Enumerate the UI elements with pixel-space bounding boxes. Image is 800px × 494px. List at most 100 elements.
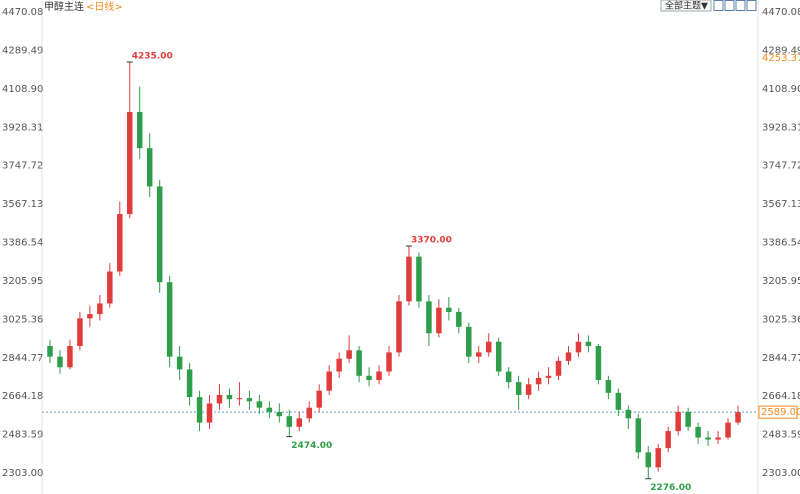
candle-body (166, 282, 173, 357)
candle-body (236, 398, 243, 400)
theme-button[interactable] (660, 0, 712, 12)
y-tick-label: 2844.77 (2, 353, 43, 364)
candle-body (47, 346, 53, 357)
candle-body (107, 271, 113, 304)
y-tick-label: 3025.36 (2, 314, 43, 325)
y-tick-label: 3747.72 (2, 161, 43, 172)
icon[interactable] (724, 0, 735, 11)
period-label: <日线> (86, 0, 123, 13)
candle-body (485, 341, 492, 353)
candle-body (645, 452, 652, 468)
candle-body (565, 352, 572, 361)
candle-body (146, 148, 153, 187)
candle-body (625, 409, 632, 419)
candle-body (306, 407, 312, 419)
y-tick-label: 3567.13 (2, 199, 43, 210)
annotation-label: 2276.00 (650, 483, 691, 493)
candle-body (276, 411, 283, 417)
candle-body (505, 371, 512, 383)
chart-title: 甲醇主连 (44, 0, 84, 13)
icon[interactable] (735, 0, 746, 11)
candle-body (595, 346, 602, 381)
candle-body (136, 111, 143, 149)
y-tick-label: 4470.08 (2, 7, 43, 18)
candle-body (206, 403, 213, 423)
candle-body (585, 341, 592, 347)
candle-body (196, 397, 203, 423)
y-tick-label: 2303.00 (2, 468, 43, 479)
candle-body (127, 111, 133, 215)
candle-body (695, 426, 701, 438)
candle-body (286, 416, 293, 427)
y2-tick-label: 3747.72 (762, 161, 800, 172)
annotation-label: 3370.00 (411, 236, 452, 246)
candle-body (67, 346, 73, 368)
y-tick-label: 4108.90 (2, 84, 43, 95)
toolbar-icons (713, 0, 757, 11)
y-tick-label: 3386.54 (2, 238, 43, 249)
y-tick-label: 4289.49 (2, 45, 43, 56)
candle-body (515, 382, 522, 395)
candle-body (156, 186, 163, 283)
y2-tick-label: 3928.31 (762, 122, 800, 133)
y2-tick-label: 2844.77 (762, 353, 800, 364)
y2-tick-label: 3205.95 (762, 276, 800, 287)
y2-tick-label: 3386.54 (762, 238, 800, 249)
candle-body (466, 326, 472, 357)
y2-tick-label: 2303.00 (762, 468, 800, 479)
candle-body (356, 350, 362, 376)
candle-body (386, 352, 392, 372)
candle-body (725, 422, 731, 438)
candle-body (396, 301, 402, 353)
candle-body (555, 360, 562, 376)
candle-body (545, 375, 552, 378)
candle-body (346, 350, 352, 359)
candle-body (176, 356, 183, 370)
y2-tick-label: 2483.59 (762, 430, 800, 441)
candle-body (436, 307, 442, 334)
candle-body (575, 341, 582, 353)
candle-body (266, 407, 273, 412)
y2-tick-label: 3025.36 (762, 314, 800, 325)
candle-body (87, 314, 93, 319)
candle-body (366, 375, 372, 381)
y-tick-label: 3205.95 (2, 276, 43, 287)
candle-body (246, 398, 253, 402)
candle-body (705, 437, 711, 440)
icon[interactable] (746, 0, 757, 11)
y2-tick-label: 4289.49 (762, 45, 800, 56)
candle-body (495, 341, 502, 372)
candle-body (226, 394, 233, 400)
candle-body (77, 318, 83, 347)
candle-body (715, 437, 721, 440)
last-price-label: 2589.00 (761, 407, 800, 418)
candle-body (336, 358, 342, 372)
candle-body (376, 371, 382, 381)
candle-body (416, 256, 422, 302)
y-tick-label: 3928.31 (2, 122, 43, 133)
candle-body (97, 303, 103, 315)
candle-body (446, 307, 452, 312)
candle-body (476, 352, 482, 357)
candle-body (655, 448, 661, 468)
candle-body (635, 418, 642, 453)
theme-button-label[interactable]: 全部主题▼ (665, 0, 708, 12)
y2-tick-label: 4108.90 (762, 84, 800, 95)
candle-body (216, 394, 223, 404)
candle-body (117, 214, 123, 272)
y-tick-label: 2483.59 (2, 430, 43, 441)
reference-price-label: 4253.37 (762, 53, 800, 64)
y2-tick-label: 3567.13 (762, 199, 800, 210)
candle-body (326, 371, 332, 391)
icon[interactable] (713, 0, 724, 11)
candle-body (57, 356, 63, 368)
candle-body (615, 392, 622, 410)
candle-body (535, 377, 542, 385)
last-price-box (758, 405, 798, 419)
candle-body (186, 369, 193, 398)
candle-body (525, 384, 532, 395)
candle-body (605, 380, 612, 393)
candle-body (316, 390, 322, 408)
y-tick-label: 2664.18 (2, 391, 43, 402)
